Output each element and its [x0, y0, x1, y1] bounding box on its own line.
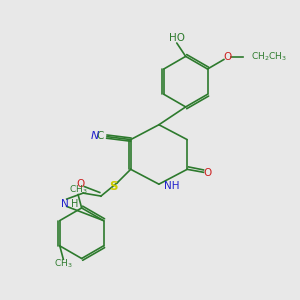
Text: N: N [61, 200, 69, 209]
Text: CH$_3$: CH$_3$ [69, 184, 87, 197]
Text: N: N [90, 131, 99, 141]
Text: O: O [224, 52, 232, 62]
Text: O: O [203, 168, 212, 178]
Text: NH: NH [164, 181, 180, 191]
Text: O: O [76, 178, 84, 189]
Text: CH$_3$: CH$_3$ [54, 257, 73, 270]
Text: HO: HO [169, 33, 185, 43]
Text: H: H [70, 199, 78, 209]
Text: C: C [97, 131, 104, 141]
Text: CH$_2$CH$_3$: CH$_2$CH$_3$ [250, 50, 287, 63]
Text: S: S [109, 180, 118, 193]
